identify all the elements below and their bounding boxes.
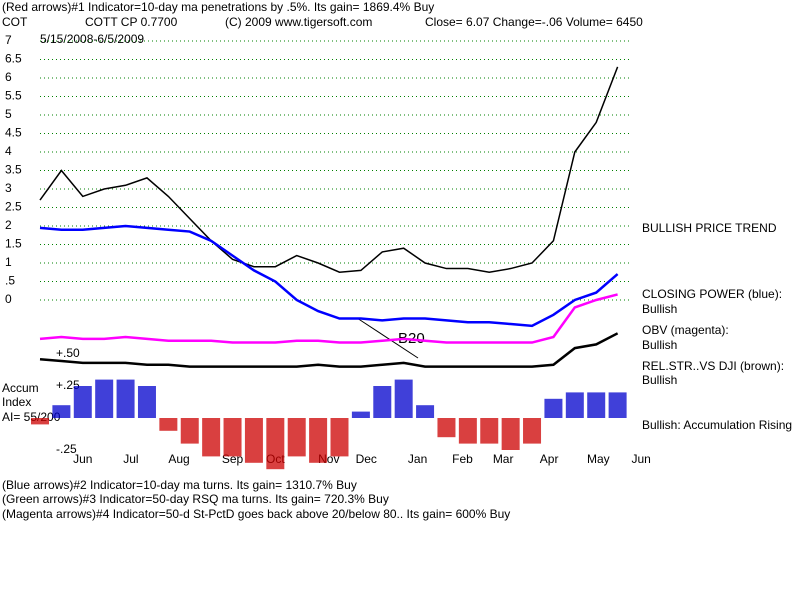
series-line [39,224,619,328]
footer: (Magenta arrows)#4 Indicator=50-d St-Pct… [2,507,510,521]
accum-bar [330,418,349,457]
accum-bar [137,386,156,418]
y-tick-label: 3 [5,181,12,195]
y-tick-label: 1.5 [5,237,22,251]
accum-bar [180,418,199,444]
series-status: Bullish [642,338,677,352]
accum-bar [416,405,435,418]
y-tick-label: 6.5 [5,52,22,66]
series-line [39,293,618,344]
y-tick-label: 7 [5,33,12,47]
y-tick-label: .5 [5,274,15,288]
accum-bar [73,386,92,418]
accum-bar [287,418,306,457]
x-tick-label: Aug [168,452,189,466]
y2-tick-label: +.50 [56,346,80,360]
accum-bar [159,418,178,431]
accum-bar [608,392,627,418]
y-tick-label: 1 [5,255,12,269]
y-tick-label: 0 [5,292,12,306]
copyright: (C) 2009 www.tigersoft.com [225,15,372,29]
accum-bar [480,418,499,444]
accum-bar [95,379,114,418]
subtitle: COTT CP 0.7700 [85,15,178,29]
y-tick-label: 5.5 [5,89,22,103]
accum-bar [202,418,221,457]
accum-bar [52,405,71,418]
y-tick-label: 6 [5,70,12,84]
x-tick-label: Jun [73,452,92,466]
accum-bar [544,398,563,418]
quote: Close= 6.07 Change=-.06 Volume= 6450 [425,15,643,29]
y-tick-label: 2 [5,218,12,232]
y-tick-label: 5 [5,107,12,121]
x-tick-label: Mar [493,452,514,466]
accum-bar [266,418,285,470]
footer: (Green arrows)#3 Indicator=50-day RSQ ma… [2,492,389,506]
accum-bar [116,379,135,418]
x-tick-label: Feb [452,452,473,466]
accum-bar [501,418,520,450]
ticker: COT [2,15,28,29]
x-tick-label: Jul [123,452,138,466]
series-label: OBV (magenta): [642,323,729,337]
chart-title: (Red arrows)#1 Indicator=10-day ma penet… [2,0,434,14]
series-label: CLOSING POWER (blue): [642,287,782,301]
accum-label: Index [2,395,31,409]
accum-bar [373,386,392,418]
y-tick-label: 2.5 [5,200,22,214]
accum-bar [309,418,328,463]
series-status: Bullish [642,302,677,316]
accum-bar [587,392,606,418]
x-tick-label: Jan [408,452,427,466]
y-tick-label: 4.5 [5,126,22,140]
accum-label: Accum [2,381,39,395]
annotation-line [356,317,419,359]
series-status: Bullish: Accumulation Rising [642,418,792,432]
x-tick-label: Apr [540,452,559,466]
accum-bar [244,418,263,463]
y-tick-label: 4 [5,144,12,158]
series-line [39,332,619,368]
accum-bar [437,418,456,438]
footer: (Blue arrows)#2 Indicator=10-day ma turn… [2,478,357,492]
accum-bar [31,418,49,425]
y-tick-label: 3.5 [5,163,22,177]
date-range: 5/15/2008-6/5/2009 [40,32,144,46]
accum-bar [565,392,584,418]
accum-bar [351,411,370,418]
series-label: REL.STR..VS DJI (brown): [642,359,784,373]
x-tick-label: Jun [631,452,650,466]
accum-bar [394,379,413,418]
x-tick-label: Dec [356,452,377,466]
y2-tick-label: -.25 [56,442,77,456]
accum-bar [458,418,477,444]
accum-bar [523,418,542,444]
x-tick-label: May [587,452,610,466]
accum-bar [223,418,242,457]
trend-label: BULLISH PRICE TREND [642,221,777,235]
series-line [39,66,619,274]
series-status: Bullish [642,373,677,387]
